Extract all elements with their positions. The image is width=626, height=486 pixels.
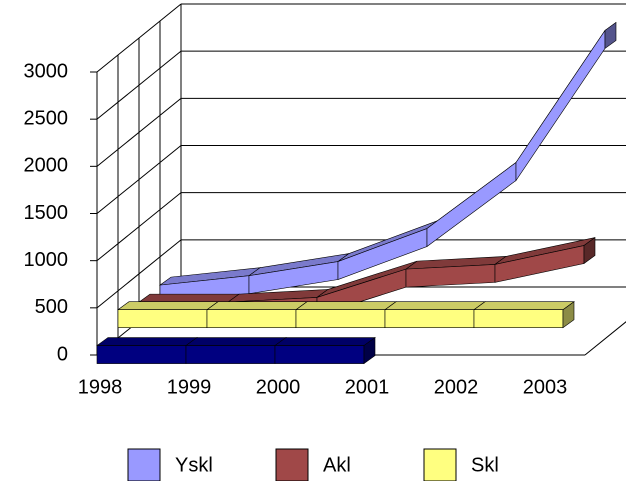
ribbon-top xyxy=(96,337,198,346)
legend-swatch xyxy=(275,448,309,482)
series xyxy=(96,336,376,365)
ribbon-top xyxy=(384,301,486,311)
ribbon-face xyxy=(515,29,606,182)
ribbon-top xyxy=(473,301,575,311)
y-tick-label: 1500 xyxy=(24,202,69,224)
ribbon-end xyxy=(363,336,376,365)
legend-label: Skl xyxy=(471,454,499,476)
axis xyxy=(584,321,626,356)
ribbon-face xyxy=(206,309,297,329)
ribbon-face xyxy=(295,309,386,329)
legend-label: Yskl xyxy=(175,454,213,476)
ribbon-end xyxy=(562,301,575,329)
y-tick-label: 1000 xyxy=(24,249,69,271)
ribbon-top xyxy=(295,301,397,311)
x-tick-label: 1998 xyxy=(78,376,123,398)
x-tick-label: 2002 xyxy=(434,376,479,398)
ribbon-face xyxy=(117,309,208,329)
ribbon-top xyxy=(206,301,308,311)
x-tick-label: 2003 xyxy=(523,376,568,398)
ribbon-face xyxy=(384,309,475,329)
x-tick-label: 1999 xyxy=(167,376,212,398)
ribbon-end xyxy=(583,236,596,265)
y-tick-label: 0 xyxy=(57,343,68,365)
ribbon-end xyxy=(604,21,617,50)
ribbon-face xyxy=(274,345,365,364)
legend-label: Akl xyxy=(323,454,351,476)
ribbon-face xyxy=(185,345,276,364)
ribbon-face xyxy=(96,345,187,364)
y-tick-label: 2000 xyxy=(24,155,69,177)
ribbon-top xyxy=(274,337,376,346)
ribbon-top xyxy=(138,293,240,303)
legend-swatch xyxy=(127,448,161,482)
x-tick-label: 2000 xyxy=(256,376,301,398)
ribbon-face xyxy=(473,309,564,329)
y-tick-label: 2500 xyxy=(24,107,69,129)
x-tick-label: 2001 xyxy=(345,376,390,398)
legend-swatch xyxy=(423,448,457,482)
series xyxy=(158,21,617,304)
series xyxy=(117,301,575,329)
y-tick-label: 3000 xyxy=(24,60,69,82)
ribbon-top xyxy=(185,337,287,346)
ribbon-top xyxy=(117,301,219,311)
ribbon-face xyxy=(426,161,517,248)
y-tick-label: 500 xyxy=(35,296,68,318)
